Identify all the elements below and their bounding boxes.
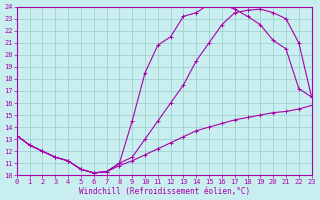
- X-axis label: Windchill (Refroidissement éolien,°C): Windchill (Refroidissement éolien,°C): [79, 187, 250, 196]
